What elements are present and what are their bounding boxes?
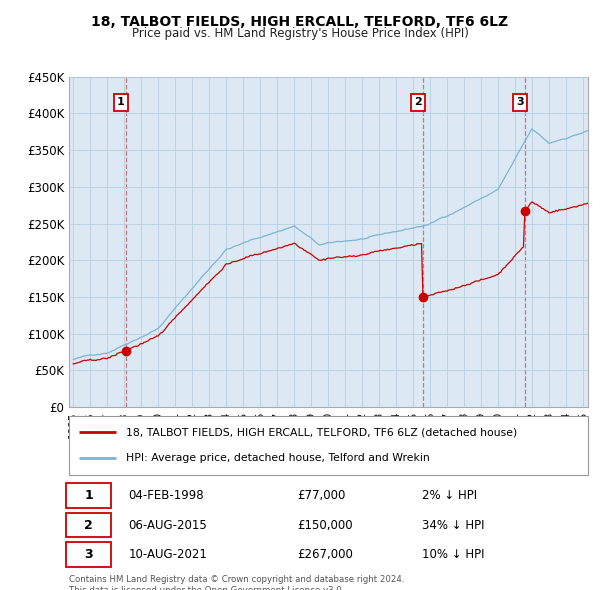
FancyBboxPatch shape xyxy=(67,483,110,508)
Text: Contains HM Land Registry data © Crown copyright and database right 2024.
This d: Contains HM Land Registry data © Crown c… xyxy=(69,575,404,590)
Text: 1: 1 xyxy=(117,97,125,107)
Text: 06-AUG-2015: 06-AUG-2015 xyxy=(128,519,208,532)
Text: 10-AUG-2021: 10-AUG-2021 xyxy=(128,548,208,561)
Text: 2: 2 xyxy=(85,519,93,532)
FancyBboxPatch shape xyxy=(67,513,110,537)
Text: HPI: Average price, detached house, Telford and Wrekin: HPI: Average price, detached house, Telf… xyxy=(126,454,430,463)
Text: £150,000: £150,000 xyxy=(298,519,353,532)
Text: £77,000: £77,000 xyxy=(298,489,346,502)
Text: 2% ↓ HPI: 2% ↓ HPI xyxy=(422,489,477,502)
FancyBboxPatch shape xyxy=(67,542,110,567)
Text: 04-FEB-1998: 04-FEB-1998 xyxy=(128,489,205,502)
Text: 3: 3 xyxy=(516,97,524,107)
Text: 18, TALBOT FIELDS, HIGH ERCALL, TELFORD, TF6 6LZ (detached house): 18, TALBOT FIELDS, HIGH ERCALL, TELFORD,… xyxy=(126,428,517,437)
Text: 2: 2 xyxy=(414,97,422,107)
Text: 1: 1 xyxy=(85,489,93,502)
Text: 34% ↓ HPI: 34% ↓ HPI xyxy=(422,519,484,532)
Text: 3: 3 xyxy=(85,548,93,561)
Text: 10% ↓ HPI: 10% ↓ HPI xyxy=(422,548,484,561)
Text: £267,000: £267,000 xyxy=(298,548,353,561)
FancyBboxPatch shape xyxy=(69,416,588,475)
Text: 18, TALBOT FIELDS, HIGH ERCALL, TELFORD, TF6 6LZ: 18, TALBOT FIELDS, HIGH ERCALL, TELFORD,… xyxy=(91,15,509,29)
Text: Price paid vs. HM Land Registry's House Price Index (HPI): Price paid vs. HM Land Registry's House … xyxy=(131,27,469,40)
